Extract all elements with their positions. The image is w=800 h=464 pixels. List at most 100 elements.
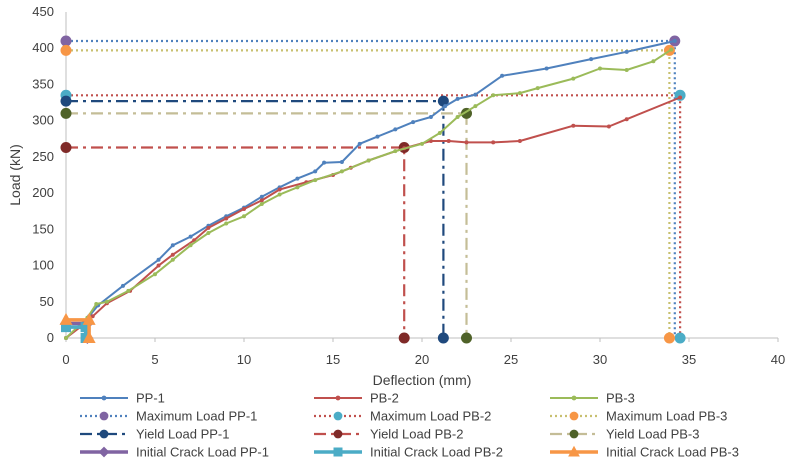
legend-label: Initial Crack Load PB-2 <box>370 445 503 460</box>
legend-item-yield-load-pb-3: Yield Load PB-3 <box>550 427 699 442</box>
data-marker <box>60 141 72 153</box>
data-point <box>339 159 344 164</box>
data-point <box>393 127 398 132</box>
data-point <box>170 257 175 262</box>
series-line <box>66 94 682 338</box>
data-point <box>428 115 433 120</box>
data-marker <box>461 332 472 344</box>
data-point <box>491 93 496 98</box>
series-pb-2 <box>64 95 683 340</box>
data-point <box>535 86 540 91</box>
data-point <box>357 141 362 146</box>
data-point <box>156 257 161 262</box>
y-tick-label: 400 <box>32 40 54 55</box>
data-point <box>455 115 460 120</box>
series-line <box>66 49 671 338</box>
data-marker <box>59 312 73 325</box>
data-marker <box>674 332 686 344</box>
data-point <box>598 66 602 71</box>
data-point <box>104 299 109 304</box>
data-point <box>242 207 246 212</box>
data-point <box>669 47 674 52</box>
data-point <box>455 96 460 101</box>
legend-label: PB-3 <box>606 391 635 406</box>
x-tick-label: 15 <box>326 352 340 367</box>
data-point <box>571 123 576 128</box>
data-point <box>571 76 576 81</box>
legend-label: PB-2 <box>370 391 399 406</box>
legend-label: Maximum Load PB-3 <box>606 409 727 424</box>
data-marker <box>437 95 449 107</box>
data-point <box>420 141 424 146</box>
data-point <box>90 314 95 319</box>
data-point <box>443 104 448 109</box>
legend-swatch-marker <box>99 429 109 439</box>
y-tick-label: 100 <box>32 258 54 273</box>
x-tick-label: 20 <box>415 352 429 367</box>
legend-swatch-marker <box>335 395 341 401</box>
data-point <box>473 92 478 97</box>
data-point <box>491 140 496 145</box>
legend-swatch-marker <box>101 395 107 401</box>
legend-swatch-marker <box>99 411 109 421</box>
data-marker <box>80 322 91 333</box>
legend-label: Yield Load PB-2 <box>370 427 463 442</box>
series-yield-load-pp-1 <box>60 95 449 344</box>
data-point <box>322 160 327 165</box>
series-initial-crack-load-pb-3 <box>59 312 96 343</box>
data-marker <box>61 322 71 333</box>
legend-swatch-marker <box>571 395 577 401</box>
data-point <box>606 124 611 129</box>
y-tick-label: 450 <box>32 4 54 19</box>
series-line <box>66 146 406 338</box>
data-point <box>366 158 371 163</box>
data-marker <box>663 332 675 344</box>
series-yield-load-pb-2 <box>60 141 410 344</box>
series-yield-load-pb-3 <box>60 107 472 344</box>
legend-label: PP-1 <box>136 391 165 406</box>
legend-swatch-marker <box>569 411 579 421</box>
data-point <box>259 198 264 203</box>
data-point <box>120 283 125 288</box>
data-point <box>517 91 522 96</box>
data-point <box>313 178 318 183</box>
legend-label: Yield Load PP-1 <box>136 427 229 442</box>
data-point <box>624 67 629 72</box>
data-point <box>156 263 161 268</box>
data-point <box>188 243 193 248</box>
data-marker <box>82 331 96 343</box>
data-point <box>678 95 683 100</box>
data-marker <box>60 95 72 107</box>
data-point <box>446 138 451 143</box>
legend-swatch-marker <box>333 411 343 421</box>
data-point <box>589 57 594 62</box>
data-point <box>170 252 175 257</box>
data-marker <box>82 312 96 325</box>
x-tick-label: 10 <box>237 352 251 367</box>
data-point <box>224 216 229 221</box>
data-marker <box>60 107 72 119</box>
legend-label: Yield Load PB-3 <box>606 427 699 442</box>
series-line <box>66 100 445 338</box>
data-point <box>206 225 211 230</box>
legend-label: Maximum Load PP-1 <box>136 409 257 424</box>
y-axis-title: Load (kN) <box>7 144 23 205</box>
data-point <box>259 194 264 199</box>
data-point <box>393 149 398 154</box>
series-line <box>66 39 676 338</box>
data-point <box>188 234 193 239</box>
series-line <box>65 48 672 339</box>
legend-item-maximum-load-pb-3: Maximum Load PB-3 <box>550 409 727 424</box>
data-marker <box>398 332 410 344</box>
data-point <box>153 272 157 277</box>
data-point <box>473 104 478 109</box>
legend-item-initial-crack-load-pb-2: Initial Crack Load PB-2 <box>314 445 503 460</box>
legend-item-maximum-load-pp-1: Maximum Load PP-1 <box>80 409 257 424</box>
x-axis-title: Deflection (mm) <box>373 372 472 388</box>
data-marker <box>60 44 72 56</box>
data-point <box>624 49 629 54</box>
series-maximum-load-pb-3 <box>60 44 675 344</box>
data-point <box>437 130 442 135</box>
y-tick-label: 300 <box>32 113 54 128</box>
legend-item-maximum-load-pb-2: Maximum Load PB-2 <box>314 409 491 424</box>
